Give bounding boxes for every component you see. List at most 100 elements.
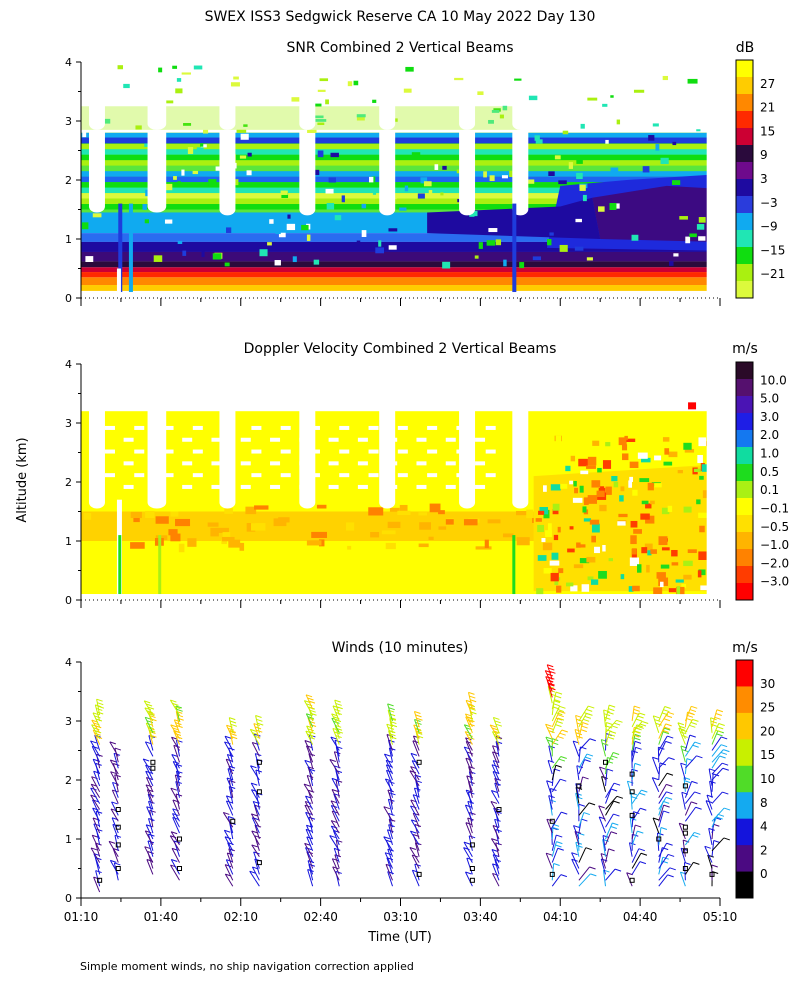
snr-speckle <box>696 224 705 230</box>
wind-calm-marker <box>150 759 156 765</box>
wind-barb <box>684 862 694 875</box>
snr-colorbar-unit: dB <box>736 40 755 56</box>
wind-barb <box>306 851 314 869</box>
doppler-speckle <box>542 485 547 492</box>
wind-barb <box>333 848 340 863</box>
wind-barb-flag <box>611 725 618 729</box>
wind-barb <box>108 841 119 857</box>
snr-speckle <box>317 150 324 158</box>
doppler-speckle <box>622 453 629 461</box>
wind-barb-flag <box>492 872 499 876</box>
wind-barb-flag <box>114 774 121 778</box>
wind-barb <box>492 731 500 745</box>
doppler-speckle <box>163 473 174 478</box>
snr-speckle <box>292 256 297 263</box>
doppler-speckle <box>251 523 266 531</box>
doppler-colorbar-label: 3.0 <box>760 410 779 424</box>
wind-calm-marker <box>682 824 688 830</box>
wind-barb <box>409 847 420 863</box>
wind-barb-flag <box>230 733 237 737</box>
wind-barb-flag <box>110 759 117 763</box>
snr-speckle <box>689 233 697 238</box>
wind-barb-flag <box>605 729 613 733</box>
wind-barb <box>96 699 101 716</box>
wind-barb-flag <box>171 831 178 835</box>
snr-speckle <box>420 177 428 184</box>
wind-barb-flag <box>465 822 473 826</box>
snr-speckle <box>243 124 248 127</box>
wind-barb <box>228 765 234 781</box>
doppler-speckle <box>155 516 169 524</box>
wind-calm-marker <box>150 765 156 771</box>
wind-barb <box>114 747 119 763</box>
wind-barb-flag <box>641 789 648 793</box>
wind-barb-flag <box>669 867 676 871</box>
winds-colorbar-label: 15 <box>760 748 775 762</box>
wind-barb <box>307 869 314 887</box>
wind-barb <box>109 759 119 775</box>
doppler-speckle <box>397 449 408 454</box>
wind-barb <box>385 864 393 881</box>
doppler-empty-top <box>81 364 720 409</box>
wind-barb <box>658 757 669 769</box>
snr-speckle <box>307 129 317 133</box>
wind-barb-flag <box>553 706 560 710</box>
doppler-speckle <box>547 523 552 532</box>
wind-barb <box>490 838 500 852</box>
doppler-speckle <box>83 513 92 520</box>
wind-barb <box>334 854 340 869</box>
doppler-speckle <box>239 542 245 551</box>
wind-barb-flag <box>110 771 117 775</box>
wind-barb <box>578 873 591 887</box>
snr-speckle <box>535 139 543 144</box>
wind-barb <box>711 773 714 792</box>
wind-barb <box>577 833 580 851</box>
snr-speckle <box>609 203 617 211</box>
wind-barb-flag <box>469 835 476 839</box>
doppler-speckle <box>587 456 597 466</box>
snr-colorbar-label: 15 <box>760 124 775 138</box>
snr-speckle <box>375 247 385 254</box>
snr-speckle <box>82 132 87 138</box>
wind-barb-flag <box>642 721 649 724</box>
wind-barb <box>174 774 180 792</box>
wind-barb <box>467 791 473 810</box>
wind-barb <box>111 801 119 816</box>
doppler-colorbar-swatch <box>736 566 753 584</box>
wind-barb-flag <box>652 817 660 821</box>
wind-barb-flag <box>626 872 633 876</box>
wind-barb <box>172 761 180 775</box>
wind-barb <box>492 863 500 881</box>
doppler-speckle <box>698 512 708 518</box>
wind-barb <box>631 789 642 804</box>
wind-barb <box>658 854 669 869</box>
wind-barb <box>227 768 234 787</box>
wind-barb-flag <box>552 827 560 830</box>
snr-speckle <box>660 157 669 165</box>
doppler-speckle <box>192 449 203 454</box>
doppler-speckle <box>387 437 398 442</box>
doppler-speckle <box>328 437 339 442</box>
wind-barb-flag <box>108 840 116 844</box>
wind-barb <box>412 740 420 757</box>
wind-barb <box>575 715 580 733</box>
doppler-data-gap <box>299 405 316 509</box>
snr-speckle <box>200 143 204 147</box>
wind-barb-flag <box>390 736 397 740</box>
wind-barb-flag <box>557 714 564 718</box>
doppler-speckle <box>221 536 235 542</box>
wind-barb-flag <box>605 725 613 729</box>
wind-barb <box>629 818 633 834</box>
wind-barb-flag <box>634 730 641 734</box>
wind-barb-flag <box>549 799 556 803</box>
wind-barb <box>465 871 473 887</box>
wind-barb-flag <box>613 813 620 817</box>
doppler-data-gap <box>88 405 105 509</box>
y-tick-label: 1 <box>65 233 72 246</box>
wind-barb-flag <box>663 726 671 730</box>
wind-barb-flag <box>491 849 499 852</box>
wind-barb-flag <box>660 827 668 830</box>
wind-barb <box>227 842 234 857</box>
wind-barb-flag <box>409 846 417 850</box>
wind-barb-flag <box>603 709 610 713</box>
